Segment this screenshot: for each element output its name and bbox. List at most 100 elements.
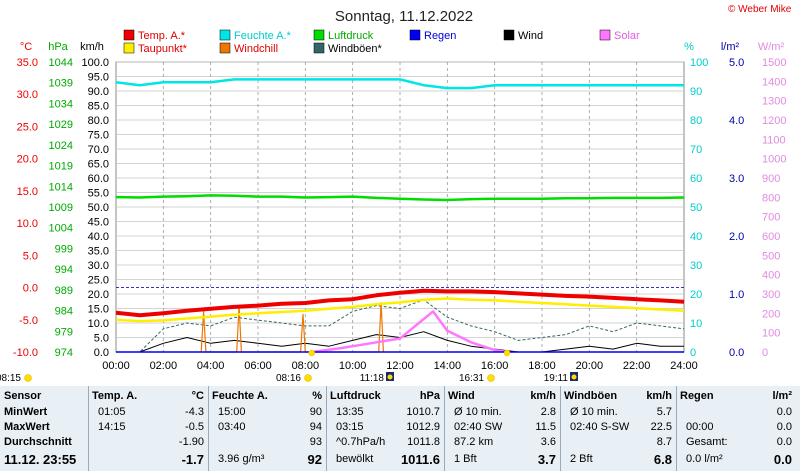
tick-label-humidity: 10 [690,318,702,330]
weather-chart: Sonntag, 11.12.2022 Temp. A.* Feuchte A.*… [0,8,786,384]
summary-cell: -4.3 [185,406,204,418]
summary-cell: 3.6 [540,436,556,448]
summary-column: Luftdruck hPa 13:35 1010.7 03:15 1012.9 ^0.7hP… [326,386,444,471]
time-marker-label: 19:11 [544,373,569,384]
tick-label-solar: 1200 [762,115,786,127]
summary-row: 03:40 94 [212,420,322,435]
legend-label: Temp. A.* [138,30,186,42]
tick-label-wind: 80.0 [88,115,109,127]
summary-cell: ^0.7hPa/h [336,436,386,448]
tick-label-temp: 15.0 [17,186,38,198]
axis-sun-marker [503,349,511,357]
tick-label-humidity: 20 [690,289,702,301]
summary-separator [88,386,89,471]
tick-label-solar: 1100 [762,134,786,146]
tick-label-x: 02:00 [150,360,178,372]
tick-label-humidity: 30 [690,260,702,272]
legend-swatch [313,42,325,54]
summary-column: Wind km/h Ø 10 min. 2.8 02:40 SW 11.5 87.2 km 3… [444,386,560,471]
tick-label-pressure: 979 [55,326,73,338]
summary-row: 2 Bft 6.8 [564,452,672,467]
legend-label: Solar [614,30,640,42]
tick-label-solar: 0 [762,347,768,359]
summary-cell: 90 [309,406,322,418]
tick-label-wind: 65.0 [88,159,109,171]
tick-label-x: 20:00 [576,360,604,372]
tick-label-wind: 95.0 [88,72,109,84]
tick-label-pressure: 984 [55,306,73,318]
tick-label-temp: 0.0 [23,283,38,295]
tick-label-temp: 20.0 [17,154,38,166]
tick-label-rain: 4.0 [729,115,744,127]
series-line-temp-a [115,288,685,318]
summary-row: 00:00 0.0 [680,420,792,435]
tick-label-humidity: 90 [690,86,702,98]
tick-label-solar: 700 [762,212,780,224]
summary-row: -1.90 [92,435,204,450]
tick-label-pressure: 974 [55,347,73,359]
summary-cell: 14:15 [98,421,126,433]
tick-label-solar: 1000 [762,154,786,166]
legend-label: Windböen* [328,43,383,55]
summary-cell: 6.8 [653,452,672,467]
summary-cell: MaxWert [4,421,50,433]
summary-cell: 93 [309,436,322,448]
tick-label-pressure: 1019 [49,161,73,173]
summary-cell: 02:40 S-SW [570,421,630,433]
axis-unit-pressure: hPa [48,41,68,53]
summary-cell: 94 [309,421,322,433]
tick-label-wind: 15.0 [88,304,109,316]
summary-cell: bewölkt [336,453,374,465]
series-line-windb-en [116,299,685,353]
legend-swatch [219,42,231,54]
summary-header: Wind km/h [448,389,556,404]
axis-unit-wind: km/h [80,41,104,53]
tick-label-pressure: 1009 [49,202,73,214]
tick-label-pressure: 994 [55,264,73,276]
axis-unit-rain: l/m² [721,41,740,53]
series-layer [115,78,685,354]
summary-row: 02:40 SW 11.5 [448,420,556,435]
summary-cell: 0.0 [776,406,792,418]
summary-separator [326,386,327,471]
summary-cell: 0.0 l/m² [686,453,723,465]
summary-header-cell: hPa [419,390,440,402]
tick-label-pressure: 1034 [49,98,73,110]
series-line-feuchte-a [115,78,684,90]
tick-label-wind: 85.0 [88,101,109,113]
axis-unit-temp: °C [20,41,32,53]
summary-column: Sensor MinWert MaxWert Durchschnitt 11.12. 2… [0,386,88,471]
tick-label-temp: 10.0 [17,218,38,230]
summary-cell: 8.7 [656,436,672,448]
tick-label-solar: 200 [762,308,780,320]
legend-label: Feuchte A.* [234,30,292,42]
summary-separator [208,386,209,471]
legend-swatch [599,29,611,41]
summary-column: Regen l/m² 0.0 00:00 0.0 Gesamt: 0.0 0.0 l/m² 0.… [676,386,796,471]
summary-column: Feuchte A.% 15:00 90 03:40 94 93 3.96 g/m³ 92 [208,386,326,471]
summary-row: 03:15 1012.9 [330,420,440,435]
tick-label-pressure: 1004 [49,223,73,235]
summary-header-cell: Wind [448,390,475,402]
summary-row: 87.2 km 3.6 [448,435,556,450]
sun-icon [487,374,495,382]
summary-header-cell: Regen [680,390,714,402]
summary-row: ^0.7hPa/h 1011.8 [330,435,440,450]
tick-label-x: 24:00 [670,360,698,372]
summary-header: Windböen km/h [564,389,672,404]
summary-row: 3.96 g/m³ 92 [212,452,322,467]
summary-cell: 00:00 [686,421,714,433]
summary-header-cell: Luftdruck [330,390,381,402]
tick-label-temp: 30.0 [17,89,38,101]
time-marker-label: 16:31 [459,373,484,384]
tick-label-wind: 45.0 [88,217,109,229]
summary-cell: -1.7 [181,452,204,467]
time-marker-label: 08:15 [0,373,21,384]
tick-label-solar: 500 [762,250,780,262]
legend-swatch [219,29,231,41]
tick-label-humidity: 40 [690,231,702,243]
tick-label-wind: 75.0 [88,130,109,142]
summary-row: 13:35 1010.7 [330,405,440,420]
tick-label-solar: 100 [762,328,780,340]
legend-swatch [313,29,325,41]
